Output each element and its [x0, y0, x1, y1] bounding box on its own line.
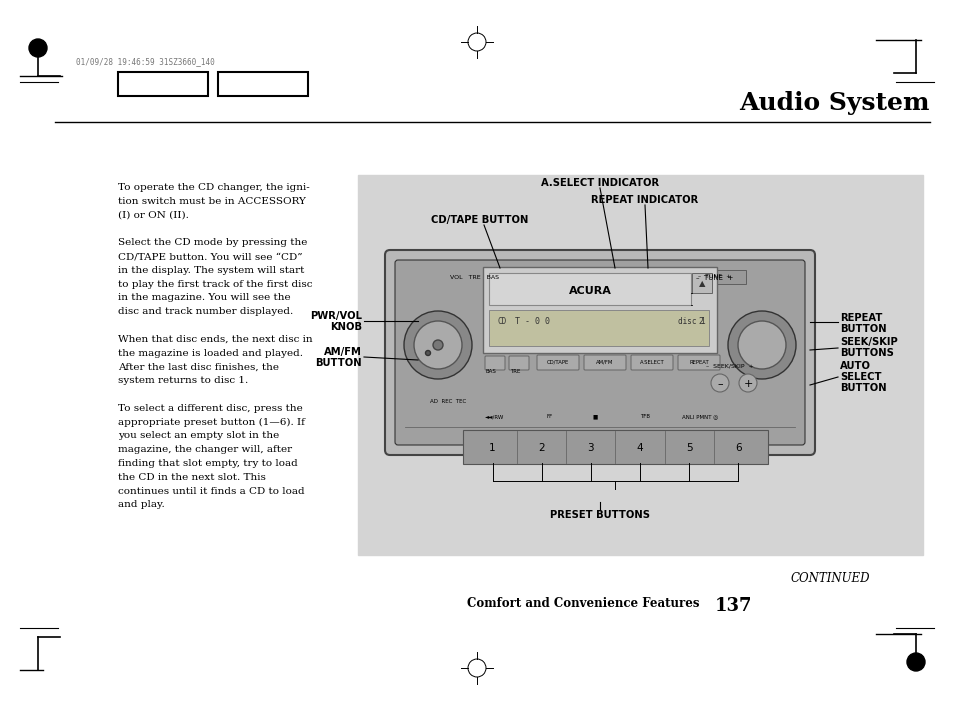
Circle shape	[425, 351, 430, 356]
Text: –  SEEK/SKIP  +: – SEEK/SKIP +	[705, 363, 753, 368]
Text: to play the first track of the first disc: to play the first track of the first dis…	[118, 280, 313, 288]
Text: To select a different disc, press the: To select a different disc, press the	[118, 404, 302, 413]
Text: After the last disc finishes, the: After the last disc finishes, the	[118, 362, 278, 371]
Text: VOL   TRE   BAS: VOL TRE BAS	[450, 275, 498, 280]
Circle shape	[710, 374, 728, 392]
Text: disc 1: disc 1	[678, 317, 705, 327]
Text: tion switch must be in ACCESSORY: tion switch must be in ACCESSORY	[118, 197, 306, 206]
Text: BUTTON: BUTTON	[840, 383, 885, 393]
Text: the magazine is loaded and played.: the magazine is loaded and played.	[118, 349, 303, 358]
Text: +: +	[742, 379, 752, 389]
FancyBboxPatch shape	[357, 175, 923, 555]
Text: 1: 1	[489, 443, 496, 453]
Text: CD/TAPE button. You will see “CD”: CD/TAPE button. You will see “CD”	[118, 252, 302, 261]
Text: FF: FF	[546, 415, 553, 420]
Text: in the display. The system will start: in the display. The system will start	[118, 266, 304, 275]
Text: ACURA: ACURA	[568, 286, 611, 296]
Text: BUTTON: BUTTON	[315, 358, 361, 368]
FancyBboxPatch shape	[484, 356, 504, 370]
Text: AD  REC  TEC: AD REC TEC	[430, 399, 466, 404]
Text: CD: CD	[497, 317, 507, 327]
Text: PWR/VOL: PWR/VOL	[310, 311, 361, 321]
Text: Select the CD mode by pressing the: Select the CD mode by pressing the	[118, 238, 307, 247]
Text: BUTTONS: BUTTONS	[840, 348, 893, 358]
Text: Comfort and Convenience Features: Comfort and Convenience Features	[467, 597, 700, 610]
Text: –  TUNE  +: – TUNE +	[696, 275, 733, 281]
Text: ▲: ▲	[698, 280, 704, 288]
Text: (I) or ON (II).: (I) or ON (II).	[118, 211, 189, 219]
Text: continues until it finds a CD to load: continues until it finds a CD to load	[118, 486, 304, 496]
Text: the CD in the next slot. This: the CD in the next slot. This	[118, 473, 266, 482]
Text: 3: 3	[587, 443, 594, 453]
Text: REPEAT INDICATOR: REPEAT INDICATOR	[591, 195, 698, 205]
FancyBboxPatch shape	[118, 72, 208, 96]
Text: system returns to disc 1.: system returns to disc 1.	[118, 376, 248, 386]
Text: When that disc ends, the next disc in: When that disc ends, the next disc in	[118, 335, 313, 344]
Text: TRE: TRE	[510, 369, 519, 374]
Text: you select an empty slot in the: you select an empty slot in the	[118, 432, 279, 440]
Text: CONTINUED: CONTINUED	[790, 572, 869, 585]
Text: CD/TAPE BUTTON: CD/TAPE BUTTON	[431, 215, 528, 225]
Text: ANLI PMNT ◎: ANLI PMNT ◎	[681, 415, 718, 420]
FancyBboxPatch shape	[630, 355, 672, 370]
Text: ◄◄/RW: ◄◄/RW	[485, 415, 504, 420]
FancyBboxPatch shape	[583, 355, 625, 370]
Text: CD/TAPE: CD/TAPE	[546, 359, 569, 364]
Text: ■: ■	[592, 415, 597, 420]
Text: finding that slot empty, try to load: finding that slot empty, try to load	[118, 459, 297, 468]
Text: disc and track number displayed.: disc and track number displayed.	[118, 307, 293, 316]
Circle shape	[738, 321, 785, 369]
Circle shape	[414, 321, 461, 369]
FancyBboxPatch shape	[683, 270, 745, 284]
Circle shape	[29, 39, 47, 57]
Text: BUTTON: BUTTON	[840, 324, 885, 334]
Text: 2: 2	[537, 443, 544, 453]
Text: and play.: and play.	[118, 501, 165, 509]
FancyBboxPatch shape	[537, 355, 578, 370]
Circle shape	[727, 311, 795, 379]
Text: 5: 5	[685, 443, 692, 453]
Circle shape	[906, 653, 924, 671]
Text: A.SELECT INDICATOR: A.SELECT INDICATOR	[540, 178, 659, 188]
Text: AM/FM: AM/FM	[324, 347, 361, 357]
Text: To operate the CD changer, the igni-: To operate the CD changer, the igni-	[118, 183, 310, 192]
Circle shape	[739, 374, 757, 392]
FancyBboxPatch shape	[385, 250, 814, 455]
Text: 137: 137	[714, 597, 752, 615]
FancyBboxPatch shape	[462, 430, 767, 464]
FancyBboxPatch shape	[509, 356, 529, 370]
Text: KNOB: KNOB	[330, 322, 361, 332]
Text: appropriate preset button (1—6). If: appropriate preset button (1—6). If	[118, 417, 305, 427]
Text: PRESET BUTTONS: PRESET BUTTONS	[550, 510, 649, 520]
Text: 01/09/28 19:46:59 31SZ3660_140: 01/09/28 19:46:59 31SZ3660_140	[76, 57, 214, 66]
Text: SEEK/SKIP: SEEK/SKIP	[840, 337, 897, 347]
Text: T - 0 0: T - 0 0	[515, 317, 550, 327]
Text: A.SELECT: A.SELECT	[639, 359, 663, 364]
Circle shape	[433, 340, 442, 350]
Text: AUTO: AUTO	[840, 361, 870, 371]
Text: BAS: BAS	[485, 369, 497, 374]
Text: –: –	[717, 379, 722, 389]
FancyBboxPatch shape	[489, 273, 690, 305]
Circle shape	[403, 311, 472, 379]
FancyBboxPatch shape	[678, 355, 720, 370]
Text: 2: 2	[698, 317, 702, 327]
Text: magazine, the changer will, after: magazine, the changer will, after	[118, 445, 292, 454]
FancyBboxPatch shape	[691, 273, 711, 293]
Text: 4: 4	[636, 443, 642, 453]
Text: Audio System: Audio System	[739, 91, 929, 115]
Text: SELECT: SELECT	[840, 372, 881, 382]
FancyBboxPatch shape	[482, 267, 717, 353]
Text: TFB: TFB	[639, 415, 649, 420]
Text: in the magazine. You will see the: in the magazine. You will see the	[118, 293, 291, 302]
Text: –  TUNE  +: – TUNE +	[698, 275, 731, 280]
FancyBboxPatch shape	[489, 310, 708, 346]
Text: REPEAT: REPEAT	[840, 313, 882, 323]
Text: 6: 6	[735, 443, 740, 453]
FancyBboxPatch shape	[218, 72, 308, 96]
Text: REPEAT: REPEAT	[688, 359, 708, 364]
FancyBboxPatch shape	[395, 260, 804, 445]
Text: AM/FM: AM/FM	[596, 359, 613, 364]
